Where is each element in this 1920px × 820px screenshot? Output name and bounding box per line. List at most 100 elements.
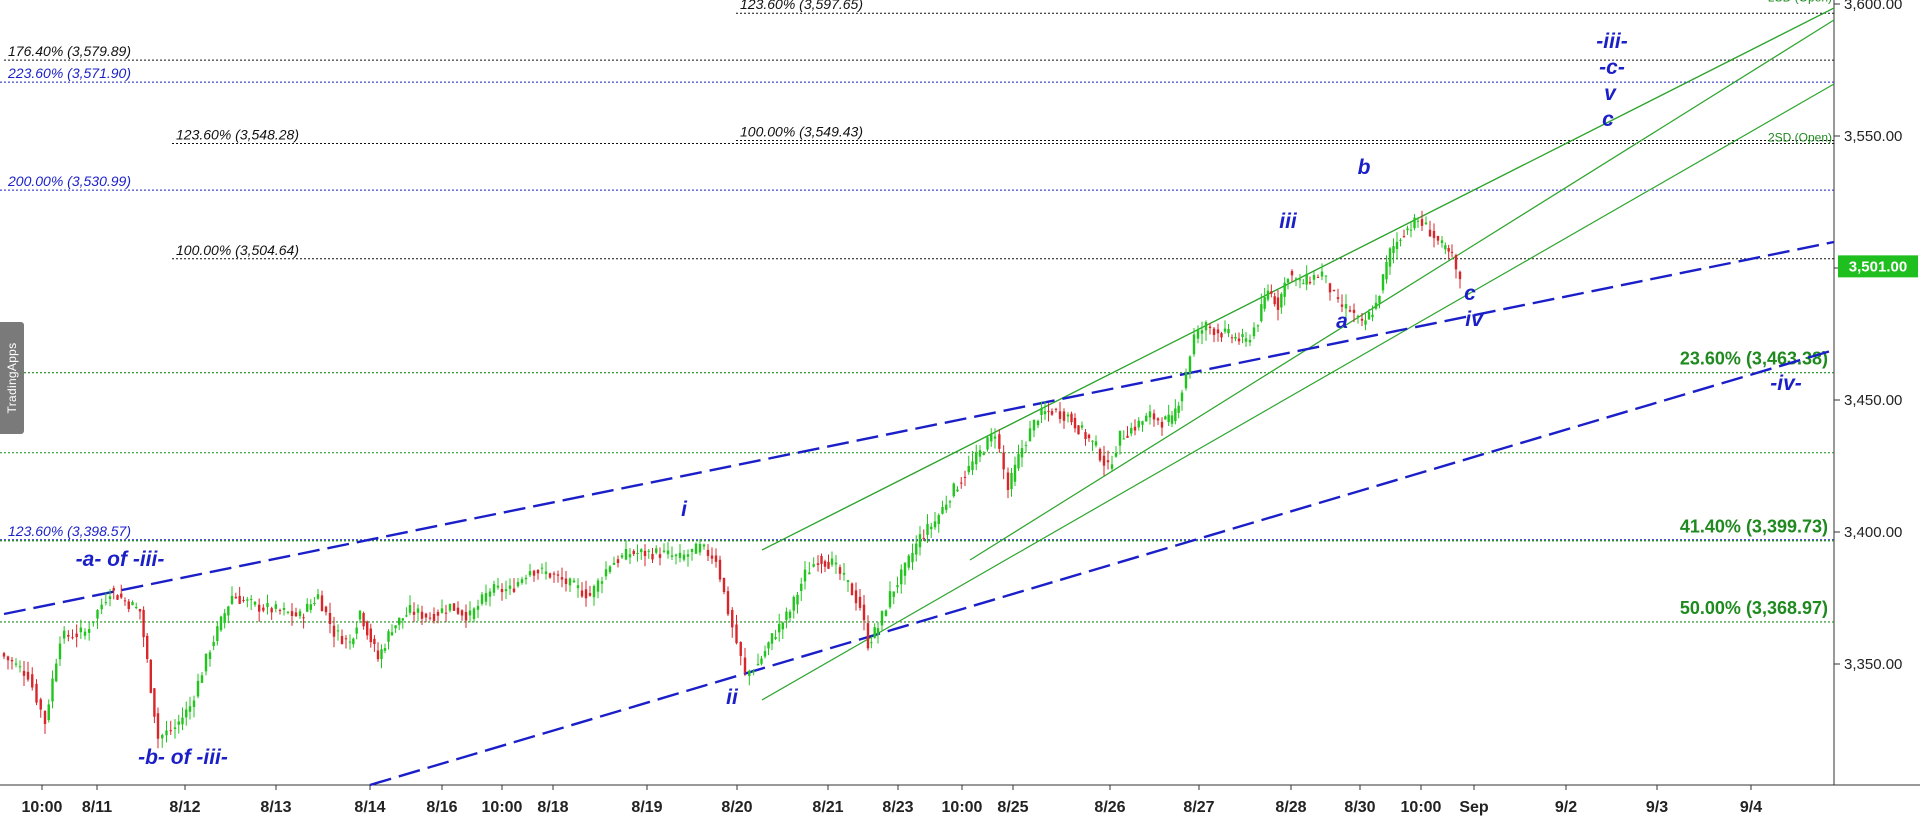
candle-body xyxy=(1184,372,1188,389)
wave-label: -b- of -iii- xyxy=(138,746,228,769)
candle-body xyxy=(1402,236,1406,238)
candle-body xyxy=(1070,413,1073,423)
candle-body xyxy=(328,612,332,624)
candle-body xyxy=(760,658,763,664)
candle-body xyxy=(1032,419,1036,431)
candle-body xyxy=(92,621,95,623)
candle-body xyxy=(568,578,572,586)
candle-body xyxy=(1017,454,1020,469)
candle-body xyxy=(484,593,488,602)
candle-body xyxy=(26,671,30,680)
candle-body xyxy=(1348,310,1352,312)
fib-level-label: 123.60% (3,597.65) xyxy=(740,0,863,12)
candle-body xyxy=(948,501,952,503)
candle-body xyxy=(870,642,873,644)
candle-body xyxy=(884,610,888,616)
candle-body xyxy=(584,589,588,599)
candle-body xyxy=(373,638,376,645)
candle-body xyxy=(390,632,394,636)
candle-body xyxy=(278,609,282,611)
candle-body xyxy=(242,600,245,602)
candle-body xyxy=(647,550,650,552)
candle-body xyxy=(520,579,524,583)
candle-body xyxy=(83,631,87,636)
candle-body xyxy=(320,595,324,612)
candle-body xyxy=(971,461,974,471)
candle-body xyxy=(456,607,460,614)
candle-body xyxy=(731,610,734,628)
candle-body xyxy=(1237,338,1241,342)
candle-body xyxy=(600,581,604,584)
candle-body xyxy=(1148,411,1152,418)
candle-body xyxy=(1290,271,1294,276)
candle-body xyxy=(702,544,706,547)
candle-body xyxy=(512,588,516,592)
candle-body xyxy=(658,554,662,558)
candle-body xyxy=(743,657,747,673)
candle-body xyxy=(262,607,265,611)
candle-body xyxy=(1286,279,1290,283)
x-tick-label: 8/11 xyxy=(82,799,112,816)
candle-body xyxy=(694,543,698,554)
candle-body xyxy=(1371,314,1374,318)
candle-body xyxy=(858,596,862,608)
candle-body xyxy=(1006,472,1010,490)
candle-body xyxy=(22,670,26,676)
candle-body xyxy=(524,577,528,580)
candle-body xyxy=(763,651,767,657)
candle-body xyxy=(748,670,751,677)
candle-body xyxy=(440,608,444,613)
candle-body xyxy=(246,599,249,601)
candle-body xyxy=(1077,425,1080,435)
candle-body xyxy=(55,663,58,682)
candle-body xyxy=(1084,432,1087,439)
fib-level-label: 200.00% (3,530.99) xyxy=(7,173,131,189)
candle-body xyxy=(903,562,907,576)
candle-body xyxy=(286,611,290,613)
x-tick-label: 10:00 xyxy=(482,799,523,816)
candle-body xyxy=(192,700,196,707)
candle-body xyxy=(43,710,47,725)
candle-body xyxy=(1133,426,1137,431)
candle-body xyxy=(227,606,230,616)
candle-body xyxy=(169,730,172,732)
candle-body xyxy=(31,674,34,688)
current-price-label: 3,501.00 xyxy=(1849,258,1907,275)
candle-body xyxy=(223,613,226,624)
candle-body xyxy=(348,641,352,643)
candle-body xyxy=(1230,337,1234,339)
wave-label: i xyxy=(681,498,688,521)
candle-body xyxy=(294,612,298,617)
candle-body xyxy=(302,617,305,619)
candle-body xyxy=(1058,411,1062,419)
candle-body xyxy=(1054,408,1058,410)
candle-body xyxy=(956,489,959,492)
fib-level-label: 41.40% (3,399.73) xyxy=(1680,517,1828,537)
candle-body xyxy=(1114,453,1118,457)
fib-level-label: 176.40% (3,579.89) xyxy=(8,43,131,59)
candle-body xyxy=(1320,271,1324,277)
candle-body xyxy=(752,671,755,673)
candle-body xyxy=(1305,273,1308,285)
candle-body xyxy=(678,552,682,558)
candle-body xyxy=(846,580,850,582)
candle-body xyxy=(1413,217,1416,229)
wave-label: b xyxy=(1358,156,1371,179)
candle-body xyxy=(1316,276,1320,278)
candle-body xyxy=(767,642,770,649)
brand-tab[interactable]: TradingApps xyxy=(0,322,24,434)
candle-body xyxy=(1066,414,1070,417)
y-tick-label: 3,400.00 xyxy=(1844,524,1902,541)
candle-body xyxy=(588,593,592,596)
candle-body xyxy=(10,659,14,662)
fib-level-label: 100.00% (3,549.43) xyxy=(740,124,863,140)
candle-body xyxy=(460,610,464,616)
candle-body xyxy=(1200,330,1204,334)
candle-body xyxy=(536,569,540,574)
candle-body xyxy=(616,559,620,564)
candle-body xyxy=(1050,411,1054,415)
x-tick-label: 8/13 xyxy=(260,799,291,816)
candle-body xyxy=(854,590,858,604)
